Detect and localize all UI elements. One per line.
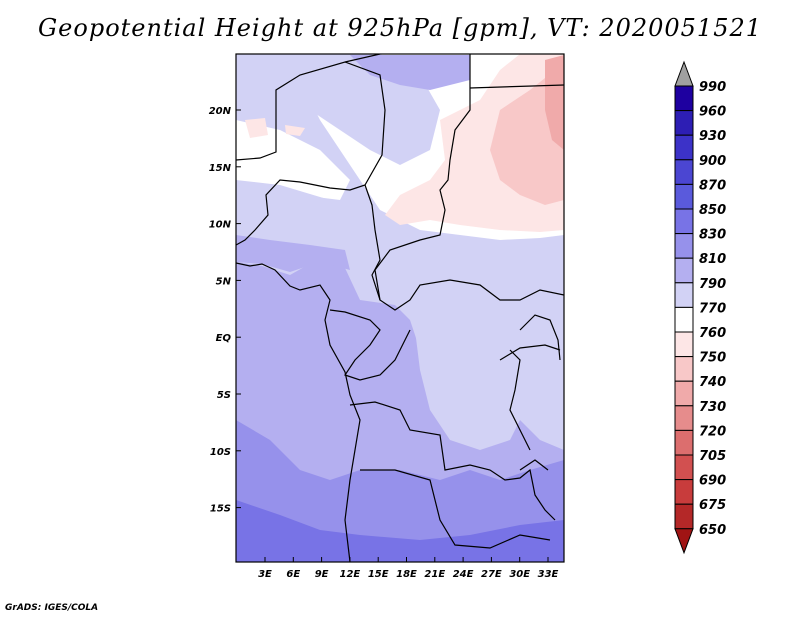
colorbar-segment: [674, 233, 694, 259]
colorbar-top-arrow: [674, 60, 694, 87]
colorbar-label: 810: [699, 252, 726, 267]
colorbar-segment: [674, 331, 694, 358]
grads-credit: GrADS: IGES/COLA: [5, 603, 99, 613]
lon-tick-label: 12E: [340, 569, 361, 580]
colorbar-label: 650: [699, 523, 726, 538]
map-frame: [235, 53, 565, 563]
colorbar-segment: [674, 479, 694, 505]
colorbar-label: 720: [699, 424, 726, 439]
lat-tick-label: 10S: [210, 447, 231, 458]
colorbar-segment: [674, 183, 694, 210]
lat-tick-label: 20N: [209, 106, 232, 117]
lat-tick-label: 5N: [216, 276, 232, 287]
lon-tick-label: 6E: [286, 569, 300, 580]
colorbar-segment: [674, 429, 694, 456]
lon-tick-label: 30E: [509, 569, 530, 580]
colorbar-label: 770: [699, 301, 726, 316]
colorbar-label: 675: [699, 498, 726, 513]
colorbar-segment: [674, 380, 694, 407]
lon-tick-label: 9E: [315, 569, 329, 580]
lat-tick-label: EQ: [216, 333, 232, 344]
lon-tick-label: 24E: [453, 569, 474, 580]
lat-tick-label: 10N: [209, 220, 232, 231]
colorbar-label: 740: [699, 375, 726, 390]
colorbar-label: 830: [699, 228, 726, 243]
lat-tick-label: 15S: [210, 504, 231, 515]
colorbar-segment: [674, 110, 694, 136]
colorbar-label: 900: [699, 154, 726, 169]
colorbar-bottom-arrow: [674, 528, 694, 555]
colorbar-segment: [674, 159, 694, 185]
lon-tick-label: 3E: [258, 569, 272, 580]
colorbar-label: 870: [699, 178, 726, 193]
lat-tick-label: 15N: [209, 163, 232, 174]
colorbar-segment: [674, 405, 694, 431]
lon-tick-label: 27E: [481, 569, 502, 580]
map-title: Geopotential Height at 925hPa [gpm], VT:…: [38, 14, 762, 42]
colorbar-label: 850: [699, 203, 726, 218]
map-fill: [236, 54, 564, 562]
colorbar-segment: [674, 282, 694, 308]
colorbar-label: 760: [699, 326, 726, 341]
colorbar-label: 930: [699, 129, 726, 144]
colorbar: 990 960 930 900 870 850 830 810 790 770 760 750 740 7…: [674, 60, 726, 555]
colorbar-segment: [674, 257, 694, 284]
colorbar-label: 690: [699, 474, 726, 489]
colorbar-segment: [674, 208, 694, 235]
colorbar-label: 990: [699, 80, 726, 95]
colorbar-label: 730: [699, 400, 726, 415]
colorbar-segment: [674, 134, 694, 161]
boundaries: [236, 54, 564, 562]
colorbar-segment: [674, 454, 694, 481]
lat-axis: 20N 15N 10N 5N EQ 5S 10S 15S: [209, 106, 241, 515]
lat-tick-label: 5S: [217, 390, 231, 401]
lon-tick-label: 33E: [538, 569, 559, 580]
lon-axis: 3E 6E 9E 12E 15E 18E 21E 24E 27E 30E 33E: [258, 557, 559, 580]
lon-tick-label: 21E: [424, 569, 445, 580]
colorbar-label: 750: [699, 351, 726, 366]
colorbar-segment: [674, 85, 694, 112]
colorbar-label: 790: [699, 277, 726, 292]
colorbar-segment: [674, 306, 694, 333]
lon-tick-label: 18E: [396, 569, 417, 580]
colorbar-segment: [674, 503, 694, 530]
colorbar-label: 960: [699, 105, 726, 120]
colorbar-label: 705: [699, 449, 726, 464]
lon-tick-label: 15E: [368, 569, 389, 580]
colorbar-segment: [674, 356, 694, 382]
